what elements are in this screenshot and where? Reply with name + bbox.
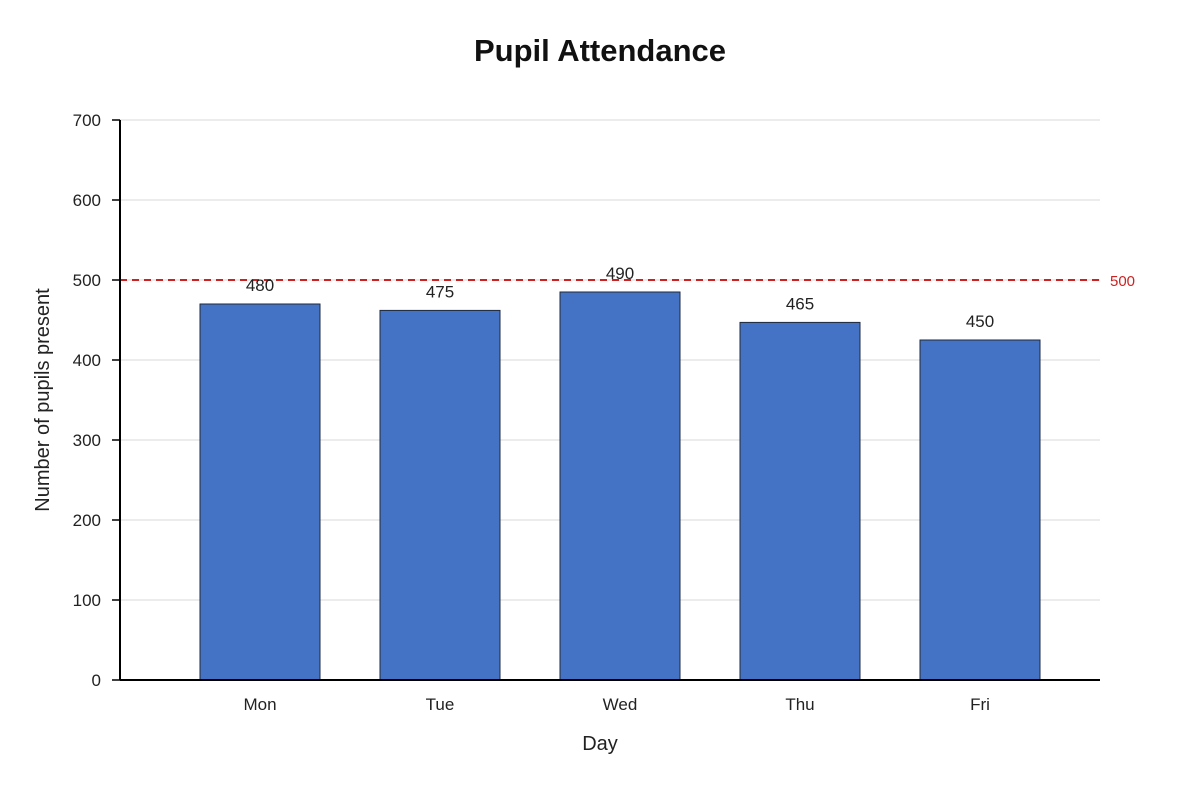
y-tick-label: 700 [73,111,101,130]
x-tick-label-tue: Tue [426,695,455,714]
y-tick-label: 600 [73,191,101,210]
data-label-fri: 450 [966,312,994,331]
data-label-wed: 490 [606,264,634,283]
x-tick-label-thu: Thu [785,695,814,714]
bar-mon [199,303,321,681]
data-label-tue: 475 [426,282,454,301]
data-label-thu: 465 [786,294,814,313]
x-tick-label-mon: Mon [243,695,276,714]
x-axis-title: Day [582,733,618,755]
y-tick-label: 0 [92,671,101,690]
data-labels: 480 475 490 465 450 [246,264,994,331]
y-axis-title: Number of pupils present [32,288,54,512]
bar-tue [379,309,501,681]
bar-fri [919,339,1041,681]
data-label-mon: 480 [246,276,274,295]
tick-labels: 0 100 200 300 400 500 600 700 Mon Tue Wed Thu Fri [73,111,990,714]
bar-wed [559,291,681,681]
y-tick-label: 100 [73,591,101,610]
y-tick-label: 500 [73,271,101,290]
reference-line-label: 500 [1110,273,1135,290]
bars [199,291,1041,681]
y-tick-label: 300 [73,431,101,450]
y-tick-label: 200 [73,511,101,530]
x-tick-label-fri: Fri [970,695,990,714]
x-tick-label-wed: Wed [603,695,638,714]
axes [112,119,1100,681]
reference-line-group: 500 [120,273,1135,290]
chart-title: Pupil Attendance [474,33,726,68]
bar-thu [739,321,861,681]
y-tick-label: 400 [73,351,101,370]
